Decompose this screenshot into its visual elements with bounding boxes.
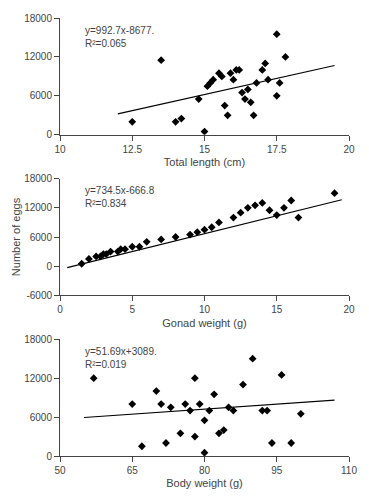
svg-text:6000: 6000 [30,90,53,101]
svg-text:6000: 6000 [30,232,53,243]
svg-text:12000: 12000 [24,202,52,213]
svg-text:17.5: 17.5 [267,144,287,155]
svg-text:Gonad weight (g): Gonad weight (g) [162,317,246,329]
svg-text:95: 95 [271,465,283,476]
svg-text:80: 80 [199,465,211,476]
svg-text:50: 50 [54,465,66,476]
svg-text:18000: 18000 [24,334,52,345]
svg-text:0: 0 [46,451,52,462]
svg-text:110: 110 [341,465,357,476]
svg-text:6000: 6000 [30,412,53,423]
svg-text:y=51.69x+3089.R²=0.019: y=51.69x+3089.R²=0.019 [85,346,157,370]
svg-text:y=734.5x-666.8R²=0.834: y=734.5x-666.8R²=0.834 [85,185,155,209]
svg-text:12000: 12000 [24,373,52,384]
svg-text:15: 15 [199,144,211,155]
svg-text:18000: 18000 [24,13,52,24]
svg-text:10: 10 [54,144,66,155]
svg-text:20: 20 [343,144,355,155]
svg-text:15: 15 [271,304,283,315]
svg-text:Number of eggs: Number of eggs [10,197,22,276]
svg-text:0: 0 [46,261,52,272]
svg-text:18000: 18000 [24,173,52,184]
svg-text:20: 20 [343,304,355,315]
svg-text:65: 65 [127,465,139,476]
svg-text:12000: 12000 [24,51,52,62]
svg-text:0: 0 [46,129,52,140]
svg-text:Body weight (g): Body weight (g) [166,477,242,489]
svg-text:y=992.7x-8677.R²=0.065: y=992.7x-8677.R²=0.065 [85,25,154,49]
svg-text:10: 10 [199,304,211,315]
svg-text:5: 5 [129,304,135,315]
svg-text:12.5: 12.5 [123,144,143,155]
svg-text:-6000: -6000 [26,290,52,301]
svg-text:0: 0 [57,304,63,315]
svg-text:Total length (cm): Total length (cm) [164,156,245,168]
